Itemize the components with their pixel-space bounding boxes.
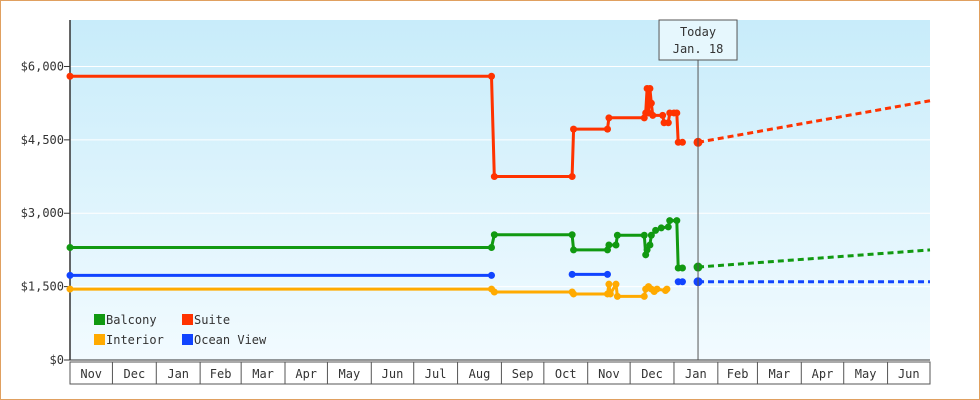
data-point-balcony[interactable]	[673, 217, 681, 225]
data-point-suite[interactable]	[604, 125, 611, 133]
data-point-interior[interactable]	[640, 292, 648, 300]
legend-label-suite: Suite	[194, 313, 230, 327]
series-lines	[66, 72, 931, 300]
legend-swatch-suite	[182, 314, 193, 325]
data-point-balcony[interactable]	[647, 231, 655, 239]
data-point-suite[interactable]	[678, 138, 686, 146]
x-tick-label: Nov	[598, 367, 620, 381]
legend-swatch-ocean-view	[182, 334, 193, 345]
data-point-ocean-view[interactable]	[678, 278, 686, 286]
x-tick-label: Mar	[252, 367, 274, 381]
data-point-balcony[interactable]	[657, 224, 665, 232]
y-tick-label: $4,500	[21, 133, 64, 147]
y-tick-label: $1,500	[21, 280, 64, 294]
x-tick-label: Oct	[555, 367, 577, 381]
legend-item-suite[interactable]: Suite	[182, 313, 230, 327]
x-tick-label: Jan	[685, 367, 707, 381]
data-point-suite[interactable]	[646, 84, 654, 92]
data-point-interior[interactable]	[490, 288, 498, 296]
grid-lines	[70, 65, 930, 288]
data-point-balcony[interactable]	[488, 243, 496, 251]
data-point-ocean-view[interactable]	[604, 270, 611, 278]
data-point-ocean-view[interactable]	[568, 270, 576, 278]
today-box	[658, 19, 738, 61]
x-tick-label: Jun	[382, 367, 404, 381]
data-point-interior[interactable]	[653, 285, 661, 293]
legend-swatch-balcony	[94, 314, 105, 325]
series-interior	[66, 280, 671, 300]
data-point-suite[interactable]	[664, 119, 672, 127]
data-point-interior[interactable]	[613, 292, 621, 300]
x-tick-label: Apr	[812, 367, 834, 381]
data-point-balcony[interactable]	[640, 231, 648, 239]
x-tick-label: Feb	[210, 367, 232, 381]
legend-item-balcony[interactable]: Balcony	[94, 313, 157, 327]
x-tick-label: Aug	[469, 367, 491, 381]
data-point-interior[interactable]	[605, 280, 613, 288]
data-point-balcony[interactable]	[612, 241, 620, 249]
data-point-suite[interactable]	[488, 72, 496, 80]
legend-label-balcony: Balcony	[106, 313, 157, 327]
data-point-suite[interactable]	[66, 72, 74, 80]
x-tick-label: May	[855, 367, 877, 381]
data-point-suite[interactable]	[673, 109, 681, 117]
series-balcony	[66, 217, 931, 272]
legend-label-interior: Interior	[106, 333, 164, 347]
x-tick-label: Sep	[512, 367, 534, 381]
x-tick-label: Feb	[727, 367, 749, 381]
data-point-interior[interactable]	[663, 285, 671, 293]
data-point-balcony[interactable]	[678, 264, 686, 272]
x-tick-label: Apr	[295, 367, 317, 381]
data-point-suite[interactable]	[490, 173, 498, 181]
plot-background	[70, 20, 930, 360]
data-point-balcony[interactable]	[490, 231, 498, 239]
data-point-balcony[interactable]	[646, 241, 654, 249]
data-point-balcony[interactable]	[666, 217, 674, 225]
today-marker: Today Jan. 18	[658, 19, 738, 360]
x-tick-label: May	[339, 367, 361, 381]
data-point-balcony[interactable]	[568, 231, 576, 239]
series-ocean-view	[66, 270, 930, 287]
legend-swatch-interior	[94, 334, 105, 345]
data-point-balcony[interactable]	[605, 241, 613, 249]
data-point-suite[interactable]	[647, 99, 655, 107]
data-point-interior[interactable]	[606, 290, 614, 298]
x-tick-label: Jun	[898, 367, 920, 381]
data-point-suite[interactable]	[570, 125, 578, 133]
data-point-ocean-view[interactable]	[488, 271, 496, 279]
x-tick-label: Mar	[769, 367, 791, 381]
data-point-suite[interactable]	[568, 173, 576, 181]
data-point-suite[interactable]	[605, 114, 613, 122]
data-point-suite[interactable]	[659, 111, 667, 119]
x-tick-label: Jan	[167, 367, 189, 381]
data-point-balcony[interactable]	[652, 226, 660, 234]
data-point-ocean-view[interactable]	[66, 271, 74, 279]
legend-label-ocean-view: Ocean View	[194, 333, 267, 347]
x-tick-label: Dec	[641, 367, 663, 381]
data-point-balcony[interactable]	[570, 246, 578, 254]
data-point-balcony[interactable]	[66, 243, 74, 251]
data-point-balcony[interactable]	[613, 231, 621, 239]
data-point-balcony[interactable]	[664, 223, 672, 231]
projection-line-balcony	[697, 248, 931, 269]
today-date-label: Jan. 18	[673, 42, 724, 56]
y-tick-label: $0	[50, 353, 64, 367]
data-point-interior[interactable]	[570, 290, 578, 298]
x-tick-label: Nov	[80, 367, 102, 381]
x-tick-label: Dec	[124, 367, 146, 381]
month-axis: Nov Dec Jan Feb Mar Apr May Jun Jul Aug Sep Oct Nov D…	[69, 361, 931, 385]
data-point-interior[interactable]	[612, 280, 620, 288]
y-tick-label: $3,000	[21, 206, 64, 220]
data-point-interior[interactable]	[66, 285, 74, 293]
legend-item-interior[interactable]: Interior	[94, 333, 164, 347]
today-label: Today	[680, 25, 716, 39]
y-tick-label: $6,000	[21, 59, 64, 73]
legend-item-ocean-view[interactable]: Ocean View	[182, 333, 267, 347]
data-point-suite[interactable]	[649, 111, 657, 119]
legend: Balcony Suite Interior Ocean View	[94, 313, 267, 347]
x-tick-label: Jul	[425, 367, 447, 381]
